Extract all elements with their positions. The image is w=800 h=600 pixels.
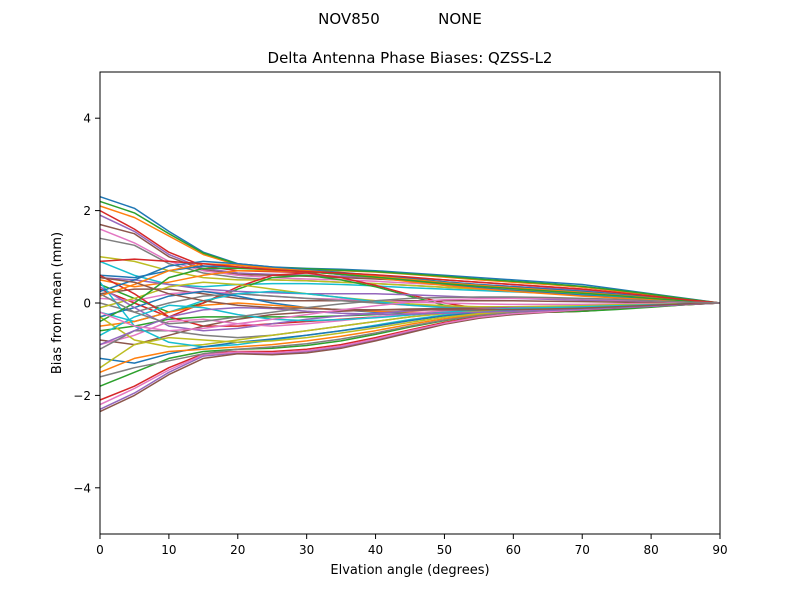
series-line bbox=[99, 258, 721, 304]
chart-title: Delta Antenna Phase Biases: QZSS-L2 bbox=[268, 49, 553, 67]
y-tick-label: 4 bbox=[83, 112, 91, 126]
series-line bbox=[99, 260, 721, 304]
series-line bbox=[99, 195, 721, 304]
y-tick-label: 2 bbox=[83, 204, 91, 218]
x-tick-label: 50 bbox=[437, 543, 452, 557]
y-tick-label: −2 bbox=[73, 389, 91, 403]
x-tick-label: 90 bbox=[712, 543, 727, 557]
x-tick-label: 70 bbox=[575, 543, 590, 557]
x-tick-label: 0 bbox=[96, 543, 104, 557]
series-line bbox=[99, 200, 721, 304]
series-line bbox=[99, 302, 721, 336]
x-tick-label: 10 bbox=[161, 543, 176, 557]
x-tick-label: 20 bbox=[230, 543, 245, 557]
series-line bbox=[99, 288, 720, 304]
series-line bbox=[99, 302, 721, 346]
series-line bbox=[99, 269, 721, 304]
x-axis-ticks: 0 10 20 30 40 50 60 70 80 90 bbox=[96, 534, 728, 557]
y-tick-label: 0 bbox=[83, 297, 91, 311]
series-line bbox=[99, 293, 721, 325]
plot-frame bbox=[99, 71, 721, 535]
y-tick-label: −4 bbox=[73, 481, 91, 495]
x-tick-label: 80 bbox=[643, 543, 658, 557]
x-tick-label: 30 bbox=[299, 543, 314, 557]
x-axis-label: Elvation angle (degrees) bbox=[330, 563, 489, 578]
series-line bbox=[99, 209, 721, 304]
suptitle-right: NONE bbox=[438, 10, 482, 28]
x-tick-label: 60 bbox=[506, 543, 521, 557]
series-line bbox=[99, 260, 721, 304]
x-tick-label: 40 bbox=[368, 543, 383, 557]
suptitle-left: NOV850 bbox=[318, 10, 380, 28]
series-line bbox=[99, 281, 721, 309]
series-line bbox=[99, 267, 721, 323]
series-line bbox=[99, 276, 721, 311]
series-layer bbox=[99, 195, 721, 413]
series-line bbox=[99, 276, 721, 304]
y-axis-label: Bias from mean (mm) bbox=[50, 232, 65, 374]
y-axis-ticks: −4 −2 0 2 4 bbox=[73, 112, 100, 495]
